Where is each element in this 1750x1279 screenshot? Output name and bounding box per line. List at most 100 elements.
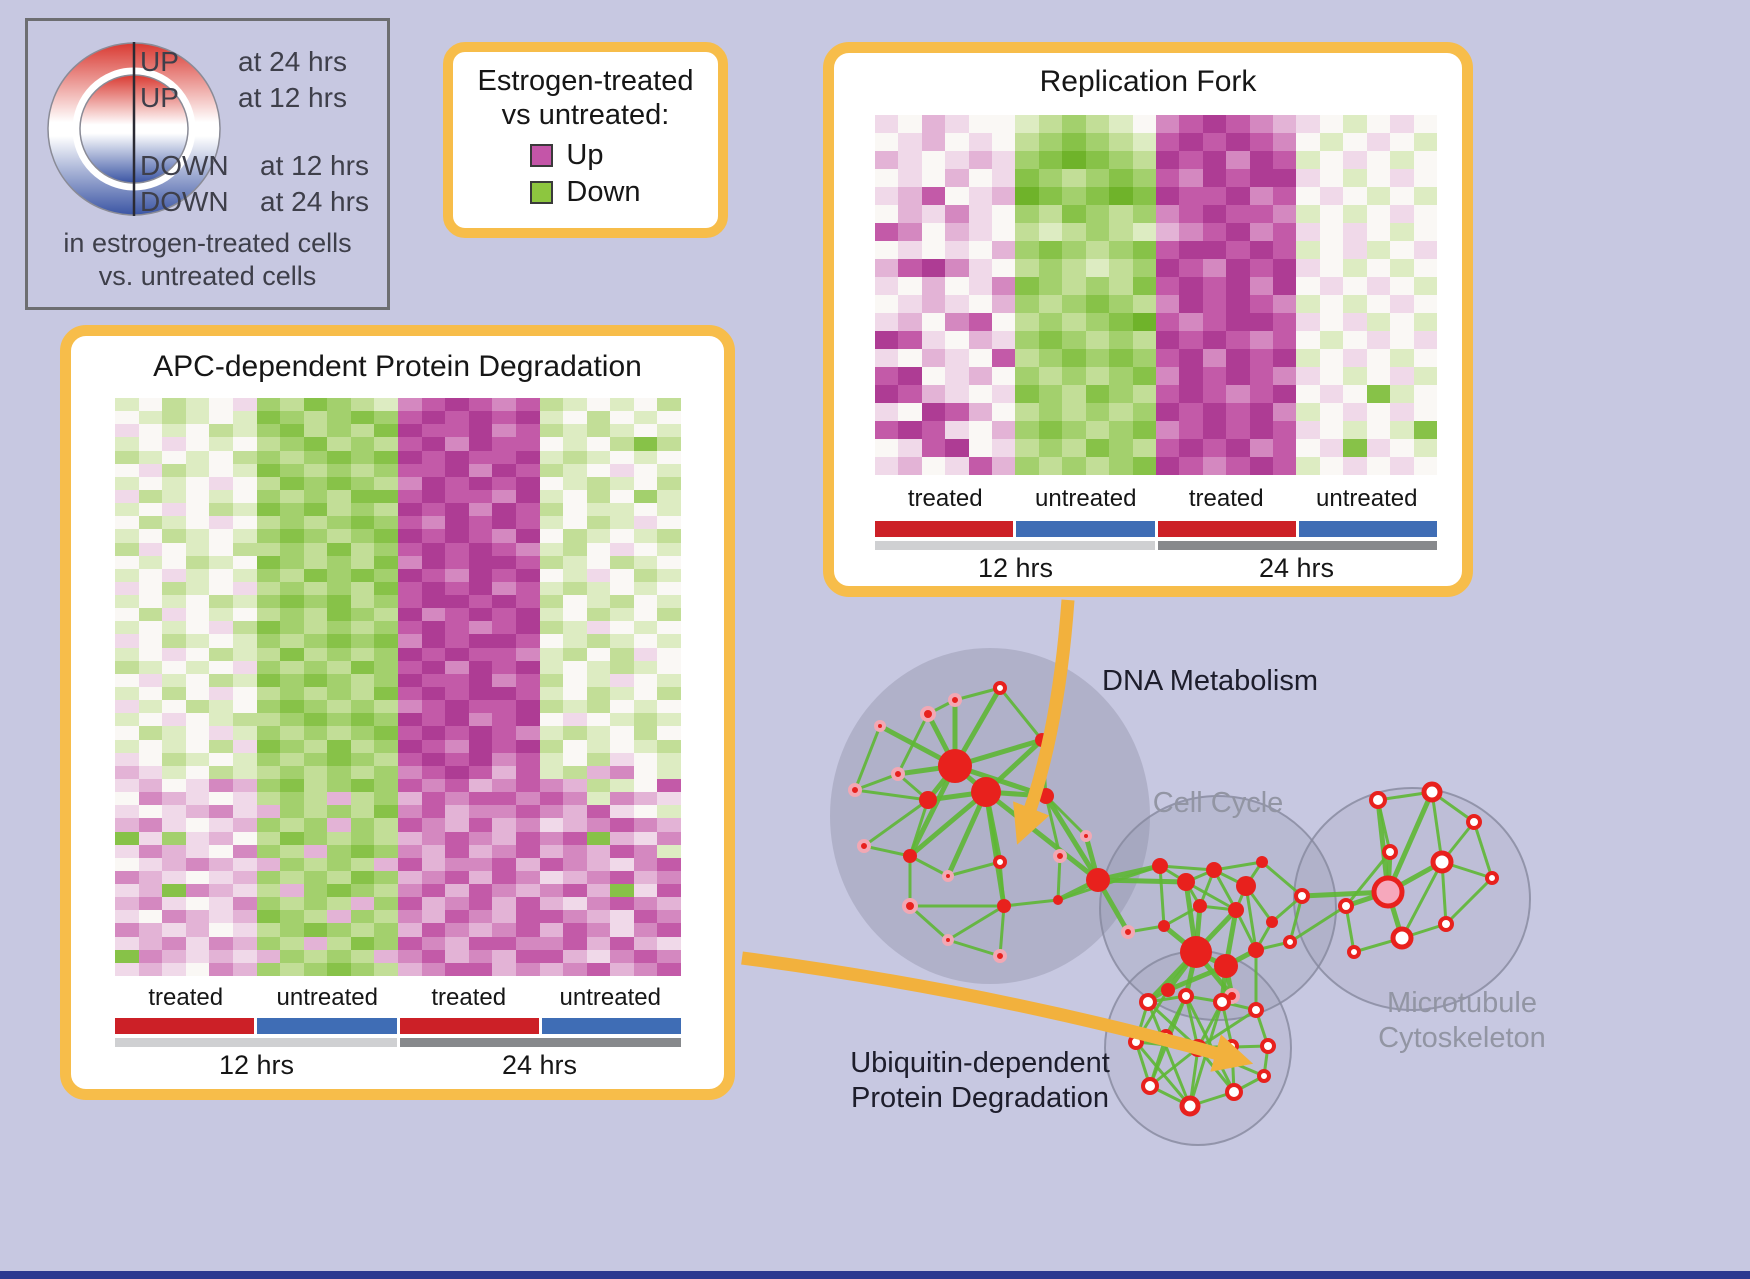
heatmap-cell bbox=[1038, 403, 1063, 421]
heatmap-cell bbox=[185, 778, 210, 793]
heatmap-cell bbox=[185, 621, 210, 635]
heatmap-cell bbox=[303, 555, 328, 569]
heatmap-cell bbox=[1273, 241, 1297, 259]
heatmap-cell bbox=[1273, 313, 1297, 331]
heatmap-cell bbox=[256, 792, 281, 806]
heatmap-cell bbox=[232, 634, 257, 648]
heatmap-cell bbox=[1273, 151, 1297, 169]
heatmap-cell bbox=[445, 936, 469, 950]
heatmap-cell bbox=[209, 476, 233, 490]
heatmap-cell bbox=[657, 831, 681, 845]
heatmap-cell bbox=[162, 765, 186, 779]
heatmap-cell bbox=[468, 503, 493, 517]
heatmap-cell bbox=[185, 503, 210, 517]
heatmap-cell bbox=[303, 398, 328, 412]
heatmap-cell bbox=[945, 349, 969, 367]
heatmap-cell bbox=[586, 424, 611, 438]
heatmap-cell bbox=[610, 778, 634, 793]
heatmap-cell bbox=[1226, 385, 1250, 403]
heatmap-cell bbox=[303, 529, 328, 543]
heatmap-cell bbox=[138, 489, 163, 504]
network-node bbox=[1485, 871, 1499, 885]
heatmap-cell bbox=[115, 463, 139, 477]
heatmap-cell bbox=[256, 752, 281, 766]
up-24-label: UP bbox=[140, 46, 179, 77]
heatmap-cell bbox=[445, 844, 469, 858]
heatmap-cell bbox=[1319, 187, 1344, 205]
heatmap-cell bbox=[610, 463, 634, 477]
heatmap-cell bbox=[563, 726, 587, 740]
heatmap-cell bbox=[586, 726, 611, 740]
heatmap-cell bbox=[185, 752, 210, 766]
heatmap-cell bbox=[445, 476, 469, 490]
heatmap-cell bbox=[539, 621, 564, 635]
heatmap-cell bbox=[1155, 313, 1180, 331]
heatmap-cell bbox=[115, 673, 139, 687]
heatmap-cell bbox=[445, 897, 469, 911]
heatmap-cell bbox=[138, 713, 163, 727]
heatmap-cell bbox=[398, 450, 422, 464]
heatmap-cell bbox=[138, 621, 163, 635]
heatmap-cell bbox=[515, 503, 540, 517]
heatmap-cell bbox=[327, 765, 351, 779]
heatmap-cell bbox=[633, 660, 658, 674]
heatmap-cell bbox=[374, 884, 398, 898]
heatmap-cell bbox=[232, 529, 257, 543]
heatmap-cell bbox=[1202, 367, 1227, 385]
heatmap-cell bbox=[898, 133, 922, 151]
heatmap-cell bbox=[398, 503, 422, 517]
heatmap-cell bbox=[209, 870, 233, 885]
heatmap-cell bbox=[209, 687, 233, 701]
heatmap-cell bbox=[209, 739, 233, 753]
heatmap-cell bbox=[398, 647, 422, 661]
heatmap-cell bbox=[492, 962, 516, 976]
heatmap-cell bbox=[350, 897, 375, 911]
network-node bbox=[1248, 942, 1264, 958]
heatmap-cell bbox=[327, 647, 351, 661]
heatmap-cell bbox=[875, 385, 899, 403]
heatmap-cell bbox=[492, 884, 516, 898]
heatmap-cell bbox=[350, 516, 375, 530]
heatmap-cell bbox=[398, 949, 422, 963]
heatmap-cell bbox=[185, 411, 210, 425]
heatmap-cell bbox=[610, 489, 634, 504]
heatmap-cell bbox=[115, 726, 139, 740]
heatmap-cell bbox=[539, 581, 564, 596]
heatmap-cell bbox=[162, 647, 186, 661]
heatmap-cell bbox=[921, 385, 946, 403]
heatmap-cell bbox=[327, 884, 351, 898]
heatmap-cell bbox=[1343, 439, 1367, 457]
heatmap-cell bbox=[350, 765, 375, 779]
heatmap-cell bbox=[421, 713, 446, 727]
heatmap-cell bbox=[185, 673, 210, 687]
heatmap-cell bbox=[256, 818, 281, 832]
heatmap-cell bbox=[610, 949, 634, 963]
heatmap-cell bbox=[633, 411, 658, 425]
heatmap-cell bbox=[657, 568, 681, 582]
treated-bar-segment bbox=[1157, 521, 1296, 537]
heatmap-cell bbox=[492, 713, 516, 727]
heatmap-cell bbox=[327, 595, 351, 609]
heatmap-cell bbox=[1038, 349, 1063, 367]
heatmap-cell bbox=[374, 949, 398, 963]
heatmap-cell bbox=[374, 765, 398, 779]
label-line: Ubiquitin-dependent bbox=[850, 1047, 1110, 1079]
heatmap-cell bbox=[374, 450, 398, 464]
heatmap-cell bbox=[374, 700, 398, 714]
network-node bbox=[919, 791, 937, 809]
network-node bbox=[1206, 862, 1222, 878]
heatmap-cell bbox=[256, 949, 281, 963]
heatmap-cell bbox=[515, 778, 540, 793]
heatmap-cell bbox=[539, 529, 564, 543]
network-node bbox=[1390, 926, 1414, 950]
heatmap-cell bbox=[421, 398, 446, 412]
heatmap-cell bbox=[539, 936, 564, 950]
heatmap-cell bbox=[1085, 151, 1110, 169]
heatmap-cell bbox=[421, 831, 446, 845]
apc-panel-title: APC-dependent Protein Degradation bbox=[153, 350, 642, 383]
heatmap-cell bbox=[280, 555, 304, 569]
heatmap-cell bbox=[1366, 151, 1391, 169]
heatmap-cell bbox=[633, 568, 658, 582]
heatmap-cell bbox=[138, 437, 163, 451]
heatmap-cell bbox=[586, 752, 611, 766]
